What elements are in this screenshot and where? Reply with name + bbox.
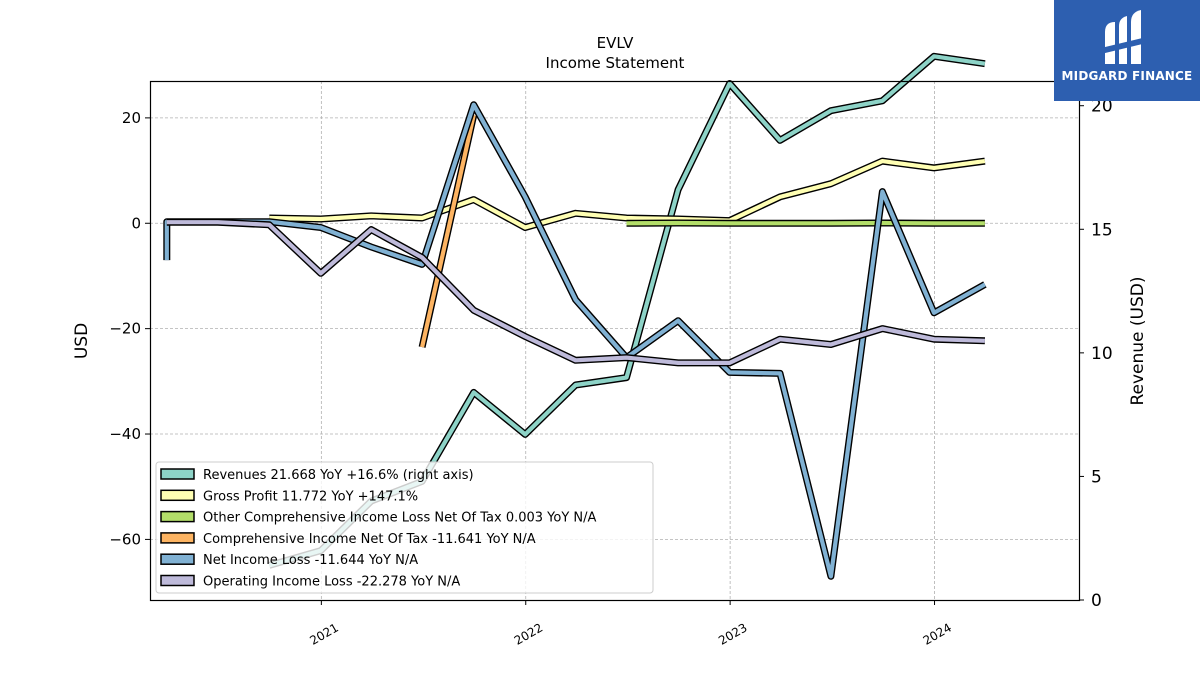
x-tick-label: 2023	[716, 620, 749, 647]
legend-label: Comprehensive Income Net Of Tax -11.641 …	[203, 532, 536, 547]
series-line	[420, 114, 476, 348]
y-tick-label: −60	[109, 530, 141, 548]
legend-swatch	[160, 553, 195, 565]
y-axis-label: USD	[72, 323, 92, 359]
legend-label: Other Comprehensive Income Loss Net Of T…	[203, 511, 597, 526]
brand-logo: MIDGARD FINANCE	[1054, 0, 1200, 101]
series-line	[269, 159, 986, 230]
legend-swatch	[160, 532, 195, 544]
legend-label: Operating Income Loss -22.278 YoY N/A	[203, 575, 460, 590]
y-tick-label: 0	[131, 214, 141, 232]
legend-item: Other Comprehensive Income Loss Net Of T…	[160, 510, 597, 526]
series-lines	[163, 52, 987, 580]
legend-item: Operating Income Loss -22.278 YoY N/A	[160, 574, 460, 590]
y-right-tick-label: 10	[1091, 344, 1113, 364]
chart-subtitle: Income Statement	[546, 54, 685, 72]
legend-item: Revenues 21.668 YoY +16.6% (right axis)	[160, 468, 474, 483]
brand-name: MIDGARD FINANCE	[1061, 69, 1193, 83]
legend-item: Comprehensive Income Net Of Tax -11.641 …	[160, 532, 536, 547]
legend: Revenues 21.668 YoY +16.6% (right axis) G…	[155, 461, 654, 594]
legend-swatch	[160, 510, 195, 523]
legend-item: Gross Profit 11.772 YoY +147.1%	[160, 489, 418, 504]
y-axis-right-label: Revenue (USD)	[1128, 276, 1148, 405]
x-tick-label: 2021	[307, 620, 340, 647]
legend-frame	[155, 461, 654, 594]
series-operating-income-loss	[166, 218, 986, 367]
y-right-tick-label: 5	[1091, 467, 1102, 487]
y-right-tick-label: 20	[1091, 97, 1113, 117]
y-right-tick-label: 15	[1091, 220, 1113, 240]
legend-item: Net Income Loss -11.644 YoY N/A	[160, 553, 418, 568]
legend-label: Revenues 21.668 YoY +16.6% (right axis)	[203, 468, 474, 483]
brand-mark-icon	[1101, 10, 1151, 64]
legend-swatch	[160, 489, 195, 502]
x-tick-label: 2024	[921, 620, 954, 647]
y-tick-label: −40	[109, 425, 141, 443]
legend-label: Gross Profit 11.772 YoY +147.1%	[203, 489, 418, 504]
series-comprehensive-income-net-of-tax	[418, 114, 478, 348]
legend-swatch	[160, 574, 195, 587]
plot-frame	[149, 80, 1081, 602]
chart-title: EVLV	[597, 34, 634, 52]
legend-swatch	[160, 468, 195, 480]
y-tick-label: 20	[122, 109, 141, 127]
x-tick-label: 2022	[512, 620, 545, 647]
legend-label: Net Income Loss -11.644 YoY N/A	[203, 553, 418, 568]
y-tick-label: −20	[109, 320, 141, 338]
series-line	[166, 220, 985, 365]
y-right-tick-label: 0	[1091, 591, 1102, 611]
series-gross-profit	[269, 157, 986, 231]
